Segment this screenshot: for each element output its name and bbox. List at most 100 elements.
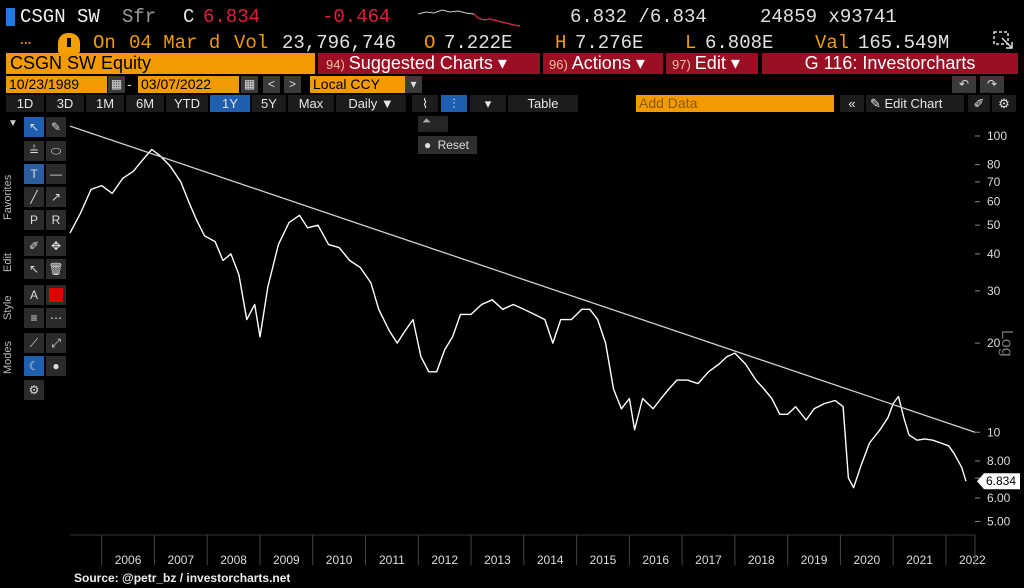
range-5y[interactable]: 5Y [252,95,286,112]
range-6m[interactable]: 6M [126,95,164,112]
security-field[interactable]: CSGN SW Equity [6,53,315,74]
start-calendar-icon[interactable]: ▦ [108,76,125,93]
color-swatch-icon[interactable] [46,285,66,305]
x-tick-label: 2020 [853,553,880,567]
fib-icon[interactable]: ≟ [24,141,44,161]
snapshot-icon[interactable] [992,30,1016,50]
trendline-icon[interactable]: ╱ [24,187,44,207]
pointer-icon[interactable]: ↖ [24,117,44,137]
actions-menu[interactable]: 96) Actions ▾ [543,53,663,74]
frequency-select[interactable]: Daily ▼ [336,95,406,112]
currency-select[interactable]: Local CCY [310,76,405,93]
palette-icon[interactable]: ● [46,356,66,376]
bid-ask: 6.832 /6.834 [570,6,707,28]
reset-button[interactable]: ● Reset [418,136,477,154]
table-button[interactable]: Table [508,95,578,112]
y-tick-label: 6.00 [987,491,1011,505]
x-tick-label: 2018 [748,553,775,567]
y-tick-label: 100 [987,129,1007,143]
suggested-charts-menu[interactable]: 94) Suggested Charts ▾ [318,53,540,74]
last-label: C [183,6,195,28]
range-1m[interactable]: 1M [86,95,124,112]
chart-mini-menu[interactable]: ⏶ [418,115,448,132]
pencil-icon: ✎ [870,96,885,111]
val-label: Val [815,32,850,54]
range-3d[interactable]: 3D [46,95,84,112]
currency: Sfr [122,6,157,28]
line-style-icon[interactable]: ⋯ [46,308,66,328]
range-label-icon[interactable]: R [46,210,66,230]
bar-chart-icon[interactable]: ⫶ [441,95,467,112]
x-tick-label: 2012 [431,553,458,567]
next-period-button[interactable]: > [284,76,301,93]
x-tick-label: 2007 [167,553,194,567]
range-ytd[interactable]: YTD [166,95,208,112]
line-chart-icon[interactable]: ⌇ [412,95,438,112]
open-label: O [424,32,436,54]
edit-chart-button[interactable]: ✎ Edit Chart [866,95,964,112]
price-label-icon[interactable]: P [24,210,44,230]
x-tick-label: 2014 [537,553,564,567]
collapse-icon[interactable]: « [840,95,864,112]
range-max[interactable]: Max [288,95,334,112]
stats-bar: … On 04 Mar d Vol 23,796,746 O 7.222E H … [0,28,1024,54]
trend-line [69,125,976,433]
edit-menu[interactable]: 97) Edit ▾ [666,53,758,74]
add-data-input[interactable]: Add Data [636,95,834,112]
y-tick-label: 60 [987,195,1001,209]
range-1d[interactable]: 1D [6,95,44,112]
range-1y[interactable]: 1Y [210,95,250,112]
end-calendar-icon[interactable]: ▦ [241,76,258,93]
magnet-icon[interactable]: ⤢ [46,333,66,353]
price-series-line [69,148,967,489]
trash-icon[interactable]: 🗑 [46,259,66,279]
y-tick-label: 50 [987,218,1001,232]
move-icon[interactable]: ✥ [46,236,66,256]
x-tick-label: 2016 [642,553,669,567]
low-price: 6.808E [705,32,774,54]
hline-icon[interactable]: — [46,164,66,184]
toolbar-settings-icon[interactable]: ⚙ [24,380,44,400]
y-axis-title: Log [998,330,1015,357]
x-tick-label: 2008 [220,553,247,567]
last-price-tag-label: 6.834 [986,474,1016,488]
end-date-input[interactable]: 03/07/2022 [138,76,239,93]
prev-period-button[interactable]: < [263,76,280,93]
menu-bar: CSGN SW Equity 94) Suggested Charts ▾ 96)… [0,53,1024,75]
more-dots[interactable]: … [20,28,32,50]
draw-icon[interactable]: ✐ [968,95,990,112]
price-change: -0.464 [322,6,391,28]
ticker[interactable]: CSGN SW [20,6,100,28]
brush-icon[interactable]: ✐ [24,236,44,256]
cursor-mode-icon[interactable]: ☾ [24,356,44,376]
alert-icon[interactable] [58,33,80,53]
y-tick-label: 10 [987,425,1001,439]
reset-label: Reset [437,138,469,152]
start-date-input[interactable]: 10/23/1989 [6,76,107,93]
y-tick-label: 40 [987,247,1001,261]
pen-icon[interactable]: ✎ [46,117,66,137]
chart-type-dropdown-icon[interactable]: ▾ [470,95,506,112]
high-label: H [555,32,567,54]
toolbar-collapse-icon[interactable]: ▼ [8,118,18,129]
last-price: 6.834 [203,6,261,28]
x-tick-label: 2006 [115,553,142,567]
mini-line-icon: ⏶ [422,115,431,127]
select-arrow-icon[interactable]: ↖ [24,259,44,279]
ellipse-icon[interactable]: ⬭ [46,141,66,161]
text-style-icon[interactable]: A [24,285,44,305]
settings-icon[interactable]: ⚙ [992,95,1016,112]
actions-number: 96) [549,57,568,72]
open-price: 7.222E [444,32,513,54]
currency-dropdown-icon[interactable]: ▾ [405,76,422,93]
text-tool-icon[interactable]: T [24,164,44,184]
y-tick-label: 30 [987,284,1001,298]
volume: 23,796,746 [282,32,397,54]
undo-icon[interactable]: ↶ [952,76,976,93]
arrow-line-icon[interactable]: ↗ [46,187,66,207]
intraday-sparkline [418,9,520,27]
crosshair-mode-icon[interactable]: ⟋ [24,333,44,353]
redo-icon[interactable]: ↷ [980,76,1004,93]
line-weight-icon[interactable]: ≡ [24,308,44,328]
